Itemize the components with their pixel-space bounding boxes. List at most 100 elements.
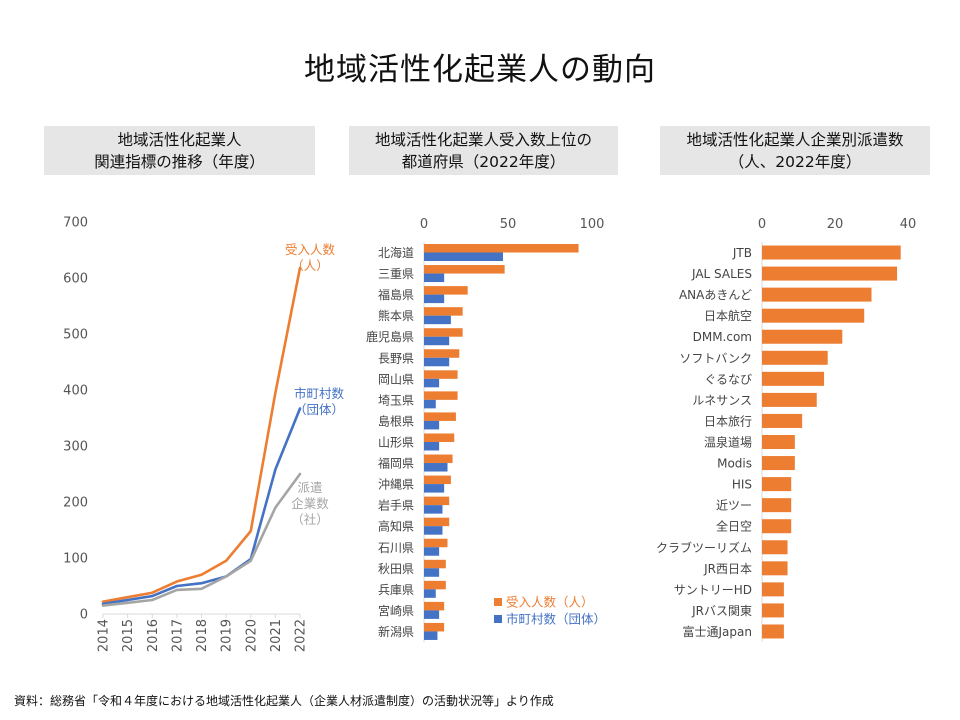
chart2-legend-swatch — [494, 615, 502, 623]
chart2-category-label: 高知県 — [378, 519, 414, 534]
chart3-bar — [762, 561, 788, 576]
chart2-bar-blue — [424, 420, 440, 430]
chart2-legend-label: 受入人数（人） — [506, 595, 594, 610]
chart2-category-label: 新潟県 — [378, 624, 414, 639]
chart2-bar-orange — [424, 517, 450, 527]
chart3-category-label: サントリーHD — [674, 583, 752, 597]
chart1-x-tick-label: 2018 — [195, 619, 210, 652]
chart1-series-label: 企業数 — [291, 496, 329, 511]
chart3-category-label: 日本航空 — [704, 308, 752, 323]
chart3-bar — [762, 582, 784, 597]
chart3-bar — [762, 245, 901, 260]
chart2-category-label: 沖縄県 — [378, 477, 414, 492]
chart3-category-label: 全日空 — [716, 519, 752, 534]
chart3-x-tick-label: 20 — [827, 217, 844, 232]
chart1-series-label: （社） — [291, 512, 329, 527]
chart3-bar — [762, 371, 825, 386]
chart2-x-tick-label: 0 — [420, 217, 428, 232]
chart3-bar — [762, 350, 828, 365]
chart3-category-label: DMM.com — [693, 330, 752, 344]
chart3-title-box: 地域活性化起業人企業別派遣数 （人、2022年度） — [660, 126, 930, 175]
chart3-bar — [762, 329, 843, 344]
chart3-category-label: ソフトバンク — [679, 351, 752, 365]
chart2-bar-blue — [424, 526, 443, 535]
chart1-series-label: 受入人数 — [285, 242, 336, 257]
chart2-bar-orange — [424, 370, 458, 379]
chart2-bar-orange — [424, 286, 468, 295]
chart2-bar-blue — [424, 357, 450, 367]
chart2-category-label: 宮崎県 — [378, 603, 414, 618]
chart2-bar-blue — [424, 589, 436, 598]
chart2-bar-orange — [424, 580, 446, 590]
chart2-category-label: 秋田県 — [378, 562, 414, 576]
chart1-x-tick-label: 2021 — [269, 619, 284, 652]
chart2-title-box: 地域活性化起業人受入数上位の 都道府県（2022年度） — [349, 126, 618, 175]
chart2-bar-orange — [424, 538, 448, 548]
chart3-category-label: 富士通Japan — [683, 624, 752, 639]
chart1-x-tick-label: 2016 — [146, 619, 161, 652]
chart3-bar — [762, 540, 788, 555]
chart3-category-label: HIS — [732, 478, 752, 492]
chart2-bar-blue — [424, 315, 451, 325]
chart2-bar-blue — [424, 441, 440, 451]
chart1-title-line-2: 関連指標の推移（年度） — [94, 152, 265, 171]
chart2-legend-label: 市町村数（団体） — [506, 612, 606, 627]
chart2-bar-blue — [424, 484, 445, 493]
chart3-bar — [762, 392, 817, 407]
chart3-bar — [762, 477, 792, 492]
chart2-x-tick-label: 100 — [580, 217, 605, 232]
chart2-bar-orange — [424, 559, 446, 569]
chart2-bar-orange — [424, 454, 453, 464]
chart1-y-tick-label: 0 — [80, 608, 88, 623]
chart3-x-tick-label: 0 — [758, 217, 766, 232]
chart2-category-label: 岩手県 — [378, 498, 414, 513]
chart1-x-tick-label: 2019 — [220, 619, 235, 652]
chart1-series-label: （団体） — [294, 402, 344, 417]
chart2-category-label: 鹿児島県 — [366, 329, 414, 344]
chart3-category-label: JTB — [732, 246, 752, 260]
chart2-category-label: 福島県 — [378, 287, 414, 302]
chart3-category-label: 日本旅行 — [704, 414, 752, 428]
chart1-series-label: 派遣 — [297, 480, 322, 495]
chart3-category-label: JRバス関東 — [691, 604, 752, 618]
chart1-y-tick-label: 300 — [63, 440, 88, 455]
chart2-bar-orange — [424, 244, 579, 253]
chart2-category-label: 岡山県 — [378, 372, 414, 386]
chart3-title-line-1: 地域活性化起業人企業別派遣数 — [686, 130, 904, 149]
chart2-bar-blue — [424, 336, 450, 346]
chart1-series-line — [101, 472, 302, 607]
chart1-x-tick-label: 2014 — [97, 619, 112, 652]
chart2-bar-blue — [424, 547, 440, 556]
chart3-bar — [762, 498, 792, 513]
chart3-x-tick-label: 40 — [900, 217, 917, 232]
chart2-category-label: 北海道 — [378, 245, 414, 260]
chart2-bar-blue — [424, 273, 445, 283]
chart2-bar-orange — [424, 412, 456, 421]
chart3-bar — [762, 413, 803, 428]
chart1-series-label: 市町村数 — [294, 386, 345, 401]
chart1-x-tick-label: 2022 — [294, 619, 309, 652]
chart2-bar-blue — [424, 252, 503, 261]
chart1-series-label: （人） — [291, 258, 329, 273]
chart2-category-label: 兵庫県 — [378, 583, 414, 597]
chart3-category-label: 温泉道場 — [704, 436, 752, 450]
chart2-category-label: 福岡県 — [378, 456, 414, 471]
chart3-bar — [762, 435, 795, 449]
chart1-y-tick-label: 200 — [63, 496, 88, 511]
chart2-bar-orange — [424, 433, 455, 442]
chart1-y-tick-label: 700 — [63, 216, 88, 231]
chart1-y-tick-label: 100 — [63, 552, 88, 567]
chart2-bar-orange — [424, 601, 445, 611]
chart3-category-label: ぐるなび — [704, 372, 752, 386]
chart3-title-line-2: （人、2022年度） — [728, 152, 862, 171]
chart1-x-tick-label: 2017 — [170, 619, 185, 652]
chart2-category-label: 島根県 — [378, 413, 414, 428]
chart2-bar-blue — [424, 463, 448, 472]
chart3-bar — [762, 519, 792, 534]
chart2-category-label: 熊本県 — [378, 308, 414, 323]
chart2-bar-blue — [424, 631, 438, 640]
chart2-category-label: 埼玉県 — [378, 393, 414, 407]
chart2-bar-orange — [424, 265, 505, 274]
chart1-y-tick-label: 400 — [63, 384, 88, 399]
